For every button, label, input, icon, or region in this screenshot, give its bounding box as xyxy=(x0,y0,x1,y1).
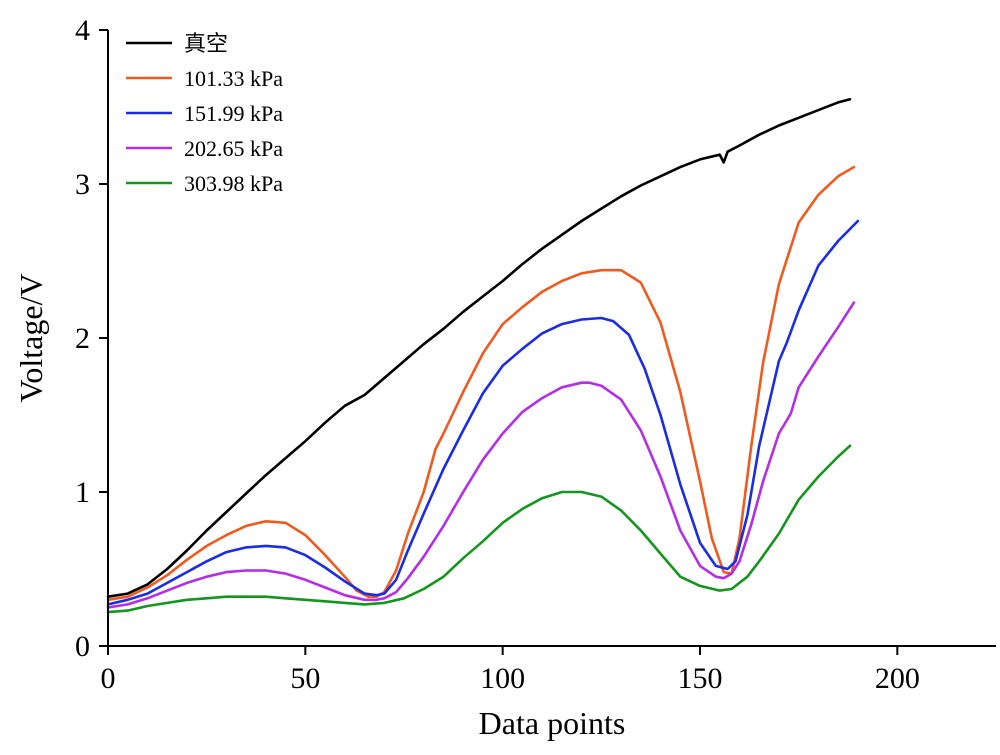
legend: 真空 101.33 kPa 151.99 kPa 202.65 kPa 303.98 k… xyxy=(126,31,283,196)
y-tick-label: 4 xyxy=(75,14,90,47)
series-line-1 xyxy=(106,98,852,599)
series-line-5 xyxy=(106,444,852,614)
legend-label: 202.65 kPa xyxy=(184,136,283,161)
y-axis-title: Voltage/V xyxy=(13,273,49,402)
series-line-4 xyxy=(106,301,856,609)
y-tick-label: 2 xyxy=(75,322,90,355)
x-tick-label: 0 xyxy=(101,662,116,695)
x-ticks: 0 50 100 150 200 xyxy=(101,646,920,695)
legend-label: 151.99 kPa xyxy=(184,101,283,126)
series-line-3 xyxy=(106,219,860,606)
x-tick-label: 50 xyxy=(290,662,320,695)
y-tick-label: 3 xyxy=(75,168,90,201)
y-ticks: 0 1 2 3 4 xyxy=(75,14,108,663)
x-tick-label: 200 xyxy=(875,662,920,695)
plot-lines xyxy=(106,98,860,614)
legend-label: 101.33 kPa xyxy=(184,66,283,91)
legend-label: 303.98 kPa xyxy=(184,171,283,196)
legend-label: 真空 xyxy=(184,31,228,56)
x-tick-label: 150 xyxy=(678,662,723,695)
y-tick-label: 0 xyxy=(75,630,90,663)
x-tick-label: 100 xyxy=(480,662,525,695)
x-axis-title: Data points xyxy=(479,705,626,741)
y-tick-label: 1 xyxy=(75,476,90,509)
